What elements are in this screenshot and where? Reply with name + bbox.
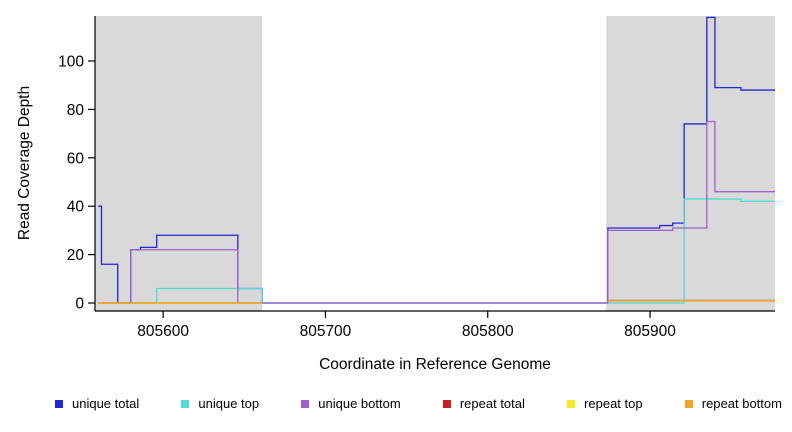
legend-swatch-repeat-top [567,399,576,408]
legend-swatch-unique-bottom [301,399,310,408]
x-tick-label: 805600 [137,323,189,340]
y-tick-label: 40 [67,199,85,216]
legend-label: unique top [198,396,260,411]
y-tick-label: 60 [67,150,85,167]
repeat-region-shading [606,16,775,311]
legend-label: unique total [72,396,140,411]
y-axis-title: Read Coverage Depth [16,85,33,241]
legend-label: repeat bottom [701,396,782,411]
y-tick-label: 100 [58,54,84,71]
y-tick-label: 0 [75,296,84,313]
x-tick-label: 805800 [462,323,514,340]
legend-swatch-unique-total [55,399,63,408]
x-tick-label: 805700 [300,323,352,340]
legend-item-unique-bottom: unique bottom [301,396,401,411]
series-line-unique-bottom [98,120,775,304]
legend-label: repeat total [459,396,525,411]
legend-item-unique-total: unique total [55,396,139,411]
legend-item-repeat-total: repeat total [442,396,525,411]
legend-swatch-repeat-total [442,399,451,408]
series-line-repeat-bottom [98,299,775,304]
y-tick-label: 80 [67,102,85,119]
legend-label: repeat top [584,396,643,411]
legend-item-repeat-bottom: repeat bottom [684,396,782,411]
legend-swatch-unique-top [181,399,190,408]
legend-item-repeat-top: repeat top [567,396,643,411]
y-tick-label: 20 [67,247,85,264]
legend: unique total unique top unique bottom repea… [0,396,792,411]
x-tick-label: 805900 [624,323,676,340]
legend-label: unique bottom [318,396,401,411]
legend-item-unique-top: unique top [181,396,259,411]
legend-swatch-repeat-bottom [684,399,693,408]
x-axis-title: Coordinate in Reference Genome [319,356,551,373]
repeat-region-shading [95,16,263,311]
